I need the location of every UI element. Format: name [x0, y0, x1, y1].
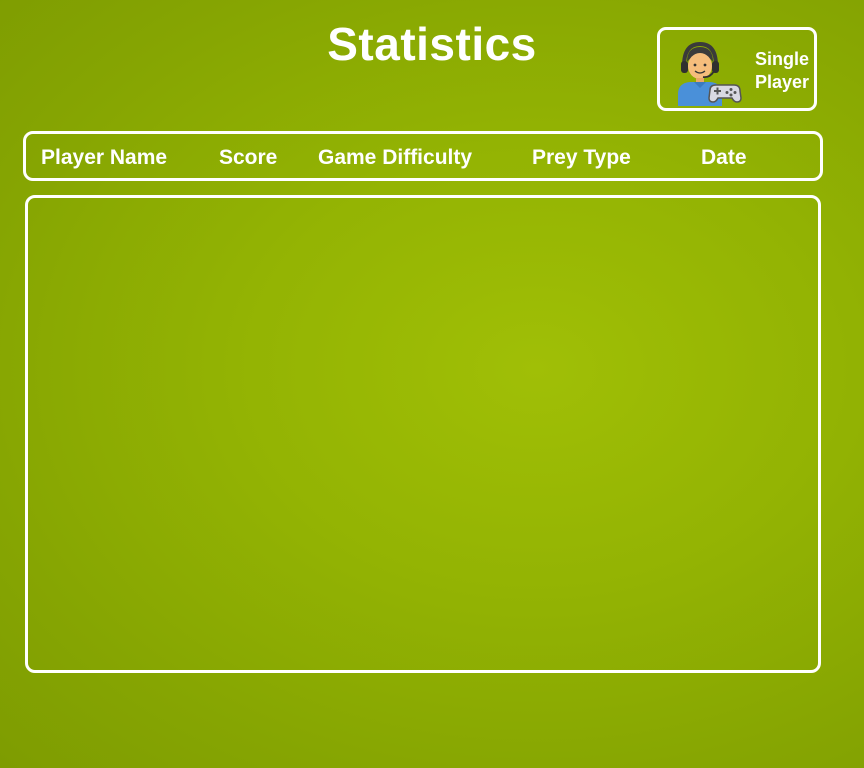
single-player-label: Single Player — [754, 49, 810, 92]
stats-table-header: Player Name Score Game Difficulty Prey T… — [23, 131, 823, 181]
column-header-player-name[interactable]: Player Name — [41, 146, 168, 169]
stats-table-body[interactable] — [25, 195, 821, 673]
column-header-game-difficulty[interactable]: Game Difficulty — [318, 146, 473, 169]
gamer-with-controller-icon — [674, 38, 744, 106]
column-header-prey-type[interactable]: Prey Type — [532, 146, 631, 169]
column-header-date[interactable]: Date — [701, 146, 747, 169]
page-title: Statistics — [327, 18, 537, 70]
single-player-button[interactable]: Single Player — [657, 27, 817, 111]
column-header-score[interactable]: Score — [219, 146, 278, 169]
